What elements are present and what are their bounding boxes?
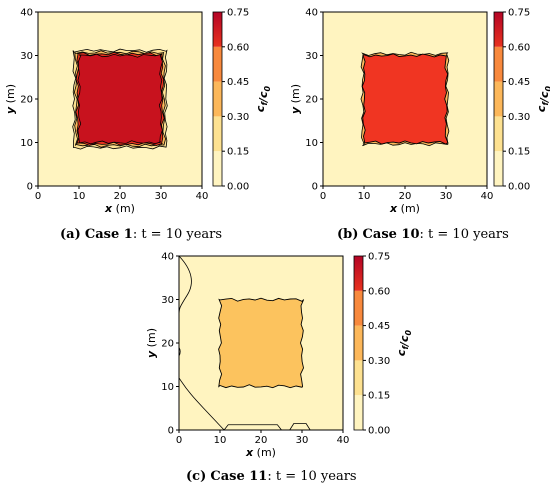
x-tick-label: 20 (114, 191, 127, 202)
y-tick-label: 0 (312, 182, 318, 193)
colorbar-tick-label: 0.30 (368, 356, 390, 367)
y-tick-label: 30 (305, 51, 318, 62)
x-axis-label: x (m) (245, 446, 276, 459)
contaminant-block (77, 53, 163, 145)
colorbar-tick-label: 0.30 (508, 112, 530, 123)
caption-c: (c) Case 11: t = 10 years (186, 469, 357, 484)
colorbar-band (213, 46, 222, 82)
x-axis-label: x (m) (104, 202, 135, 215)
colorbar-band (354, 256, 363, 291)
contaminant-block (361, 53, 449, 145)
x-tick-label: 20 (399, 191, 412, 202)
x-tick-label: 10 (358, 191, 371, 202)
x-tick-label: 0 (176, 435, 182, 446)
edge-contour-bottomleft (178, 377, 225, 431)
x-tick-label: 0 (320, 191, 326, 202)
colorbar-band (494, 116, 503, 152)
colorbar-tick-label: 0.45 (508, 77, 530, 88)
colorbar-tick-label: 0.30 (227, 112, 249, 123)
colorbar-label: cf/c0 (535, 86, 550, 113)
colorbar-tick-label: 0.15 (368, 391, 390, 402)
colorbar-tick-label: 0.60 (227, 42, 249, 53)
colorbar-frame (353, 255, 364, 431)
x-tick-label: 0 (35, 191, 41, 202)
x-tick-label: 30 (296, 435, 309, 446)
colorbar-tick-label: 0.75 (508, 8, 530, 19)
y-tick-label: 40 (20, 8, 33, 19)
y-tick-label: 30 (161, 295, 174, 306)
x-tick-label: 40 (196, 191, 209, 202)
colorbar-tick-label: 0.00 (368, 426, 390, 437)
y-tick-label: 40 (305, 8, 318, 19)
x-tick-label: 40 (337, 435, 350, 446)
chart-panel-1: 0 10 20 30 40 0 10 20 30 40 x (m) y (m) 0.00 0.15 0.30… (289, 8, 550, 216)
colorbar-label: cf/c0 (395, 330, 413, 357)
y-tick-label: 0 (27, 182, 33, 193)
colorbar-tick-label: 0.45 (227, 77, 249, 88)
colorbar-band (354, 325, 363, 361)
colorbar-band (213, 81, 222, 117)
y-axis-label: y (m) (289, 84, 302, 114)
x-tick-label: 40 (481, 191, 494, 202)
colorbar-tick-label: 0.75 (227, 8, 249, 19)
x-tick-label: 10 (214, 435, 227, 446)
chart-panel-2: 0 10 20 30 40 0 10 20 30 40 x (m) y (m) 0.00 0.15 0.30… (145, 252, 413, 460)
x-tick-label: 30 (155, 191, 168, 202)
colorbar-band (494, 151, 503, 186)
colorbar-band (213, 116, 222, 152)
colorbar-band (494, 81, 503, 117)
colorbar-band (494, 12, 503, 47)
caption-a: (a) Case 1: t = 10 years (60, 227, 223, 242)
edge-contour-bottom-1 (223, 424, 282, 431)
y-tick-label: 0 (168, 426, 174, 437)
colorbar-tick-label: 0.75 (368, 252, 390, 263)
caption-b: (b) Case 10: t = 10 years (337, 227, 509, 242)
y-tick-label: 20 (161, 339, 174, 350)
edge-contour-bottom-2 (289, 423, 311, 431)
y-tick-label: 30 (20, 51, 33, 62)
x-tick-label: 30 (440, 191, 453, 202)
colorbar-frame (212, 11, 223, 187)
colorbar-tick-label: 0.15 (508, 147, 530, 158)
colorbar-tick-label: 0.00 (227, 182, 249, 193)
colorbar-frame (493, 11, 504, 187)
colorbar-band (354, 395, 363, 430)
colorbar-tick-label: 0.60 (368, 286, 390, 297)
colorbar-tick-label: 0.15 (227, 147, 249, 158)
colorbar-tick-label: 0.60 (508, 42, 530, 53)
x-axis-label: x (m) (389, 202, 420, 215)
colorbar-band (354, 360, 363, 396)
colorbar-label: cf/c0 (254, 86, 272, 113)
chart-panel-0: 0 10 20 30 40 0 10 20 30 40 x (m) y (m) 0.00 0.15 0.30… (4, 8, 272, 216)
y-axis-label: y (m) (145, 328, 158, 358)
colorbar-tick-label: 0.00 (508, 182, 530, 193)
y-tick-label: 10 (161, 382, 174, 393)
x-tick-label: 20 (255, 435, 268, 446)
y-tick-label: 40 (161, 252, 174, 263)
x-tick-label: 10 (73, 191, 86, 202)
contaminant-block (218, 297, 305, 389)
y-axis-label: y (m) (4, 84, 17, 114)
y-tick-label: 10 (20, 138, 33, 149)
y-tick-label: 20 (305, 95, 318, 106)
colorbar-band (494, 46, 503, 82)
colorbar-band (213, 12, 222, 47)
colorbar-band (354, 290, 363, 326)
y-tick-label: 20 (20, 95, 33, 106)
colorbar-tick-label: 0.45 (368, 321, 390, 332)
colorbar-band (213, 151, 222, 186)
y-tick-label: 10 (305, 138, 318, 149)
